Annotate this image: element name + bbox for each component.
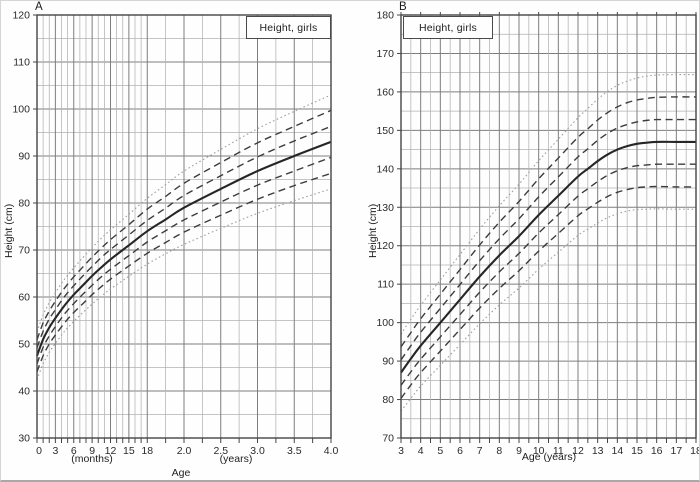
y-tick-label: 110 [377,279,394,291]
x-tick-label: 10 [533,445,545,457]
centile-curve-solid [36,140,332,357]
y-tick-label: 130 [376,202,394,214]
x-tick-label: 3 [398,445,404,457]
x-tick-label: 15 [123,445,135,457]
x-tick-label: 18 [141,445,153,457]
panel-b-x-axis-title: Age (years) [521,451,577,463]
panel-a-grid [33,14,332,443]
y-tick-label: 150 [376,125,394,137]
x-tick-label: 15 [631,445,643,457]
y-tick-label: 100 [376,317,394,329]
y-tick-label: 30 [18,433,30,445]
x-tick-label: 3.5 [287,445,302,457]
x-tick-label: 4 [418,445,424,457]
panel-a-years-unit-label: (years) [219,453,253,465]
y-tick-label: 40 [18,386,30,398]
centile-curve-dashed [36,109,332,341]
centile-curve-solid [400,140,696,374]
centile-curve-dashed [400,96,697,348]
centile-curve-dashed [400,185,697,399]
x-tick-label: 17 [670,445,682,457]
x-tick-label: 8 [496,445,502,457]
panel-a-months-unit-label: (months) [71,453,113,465]
centile-curve-dotted [36,94,332,332]
x-tick-label: 12 [105,445,117,457]
panel-b-plot-border [400,14,697,439]
panel-a-title: Height, girls [259,21,318,34]
panel-a-tick-labels: 30 40 50 60 70 80 90 100 110 120 0 3 6 9 12 15 18 2.0 2.5 3… [12,10,338,458]
panel-b-title: Height, girls [418,21,478,34]
x-tick-label: 4.0 [324,445,339,457]
y-tick-label: 60 [18,292,30,304]
y-tick-label: 90 [382,356,394,368]
x-tick-label: 11 [553,445,564,457]
panel-b-title-box: Height, girls [403,16,493,39]
y-tick-label: 160 [376,86,394,98]
centile-curve-dashed [400,118,697,361]
x-tick-label: 9 [516,445,522,457]
y-tick-label: 120 [376,240,394,252]
y-tick-label: 70 [18,245,30,257]
centile-curve-dotted [400,74,697,335]
panel-b-curves [400,74,697,412]
panel-a-letter: A [35,1,43,13]
panel-a-curves [36,94,332,380]
panel-b-tick-labels: 70 80 90 100 110 120 130 140 150 160 170 180 3 4 5 6 7 8 9… [376,10,700,458]
x-tick-label: 2.5 [213,445,228,457]
x-tick-label: 6 [457,445,463,457]
x-tick-label: 3.0 [250,445,265,457]
centile-curve-dashed [400,163,696,386]
x-tick-label: 6 [71,445,77,457]
y-tick-label: 110 [13,57,30,69]
panel-b-y-axis-title: Height (cm) [367,203,379,258]
x-tick-label: 5 [437,445,443,457]
x-tick-label: 16 [651,445,663,457]
y-tick-label: 120 [12,10,30,22]
x-tick-label: 18 [690,445,700,457]
y-tick-label: 100 [12,104,30,116]
y-tick-label: 90 [18,151,30,163]
x-tick-label: 2.0 [177,445,192,457]
centile-curve-dotted [36,188,332,380]
panel-b-chart: 70 80 90 100 110 120 130 140 150 160 170 180 3 4 5 6 7 8 9… [376,10,700,458]
panel-b-letter: B [399,1,407,13]
y-tick-label: 70 [382,433,394,445]
centile-curve-dashed [36,172,332,372]
x-tick-label: 14 [611,445,623,457]
y-tick-label: 80 [18,198,30,210]
y-tick-label: 80 [382,394,394,406]
y-tick-label: 170 [376,48,394,60]
x-tick-label: 13 [592,445,604,457]
x-tick-label: 0 [36,445,42,457]
panel-a-y-axis-title: Height (cm) [3,203,15,258]
panel-a-chart: 30 40 50 60 70 80 90 100 110 120 0 3 6 9 12 15 18 2.0 2.5 3… [12,10,338,458]
y-tick-label: 50 [18,339,30,351]
x-tick-label: 12 [572,445,584,457]
panel-b-grid [397,12,697,443]
x-tick-label: 9 [89,445,95,457]
panel-a-title-box: Height, girls [246,16,331,39]
panel-a-plot-border [36,14,332,439]
centile-curve-dashed [36,156,332,364]
x-tick-label: 7 [477,445,483,457]
y-tick-label: 180 [376,10,394,22]
y-tick-label: 140 [376,163,394,175]
centile-curve-dotted [400,208,697,412]
panel-a-x-axis-title: Age [171,467,191,479]
centile-curve-dashed [36,125,332,349]
x-tick-label: 3 [52,445,58,457]
